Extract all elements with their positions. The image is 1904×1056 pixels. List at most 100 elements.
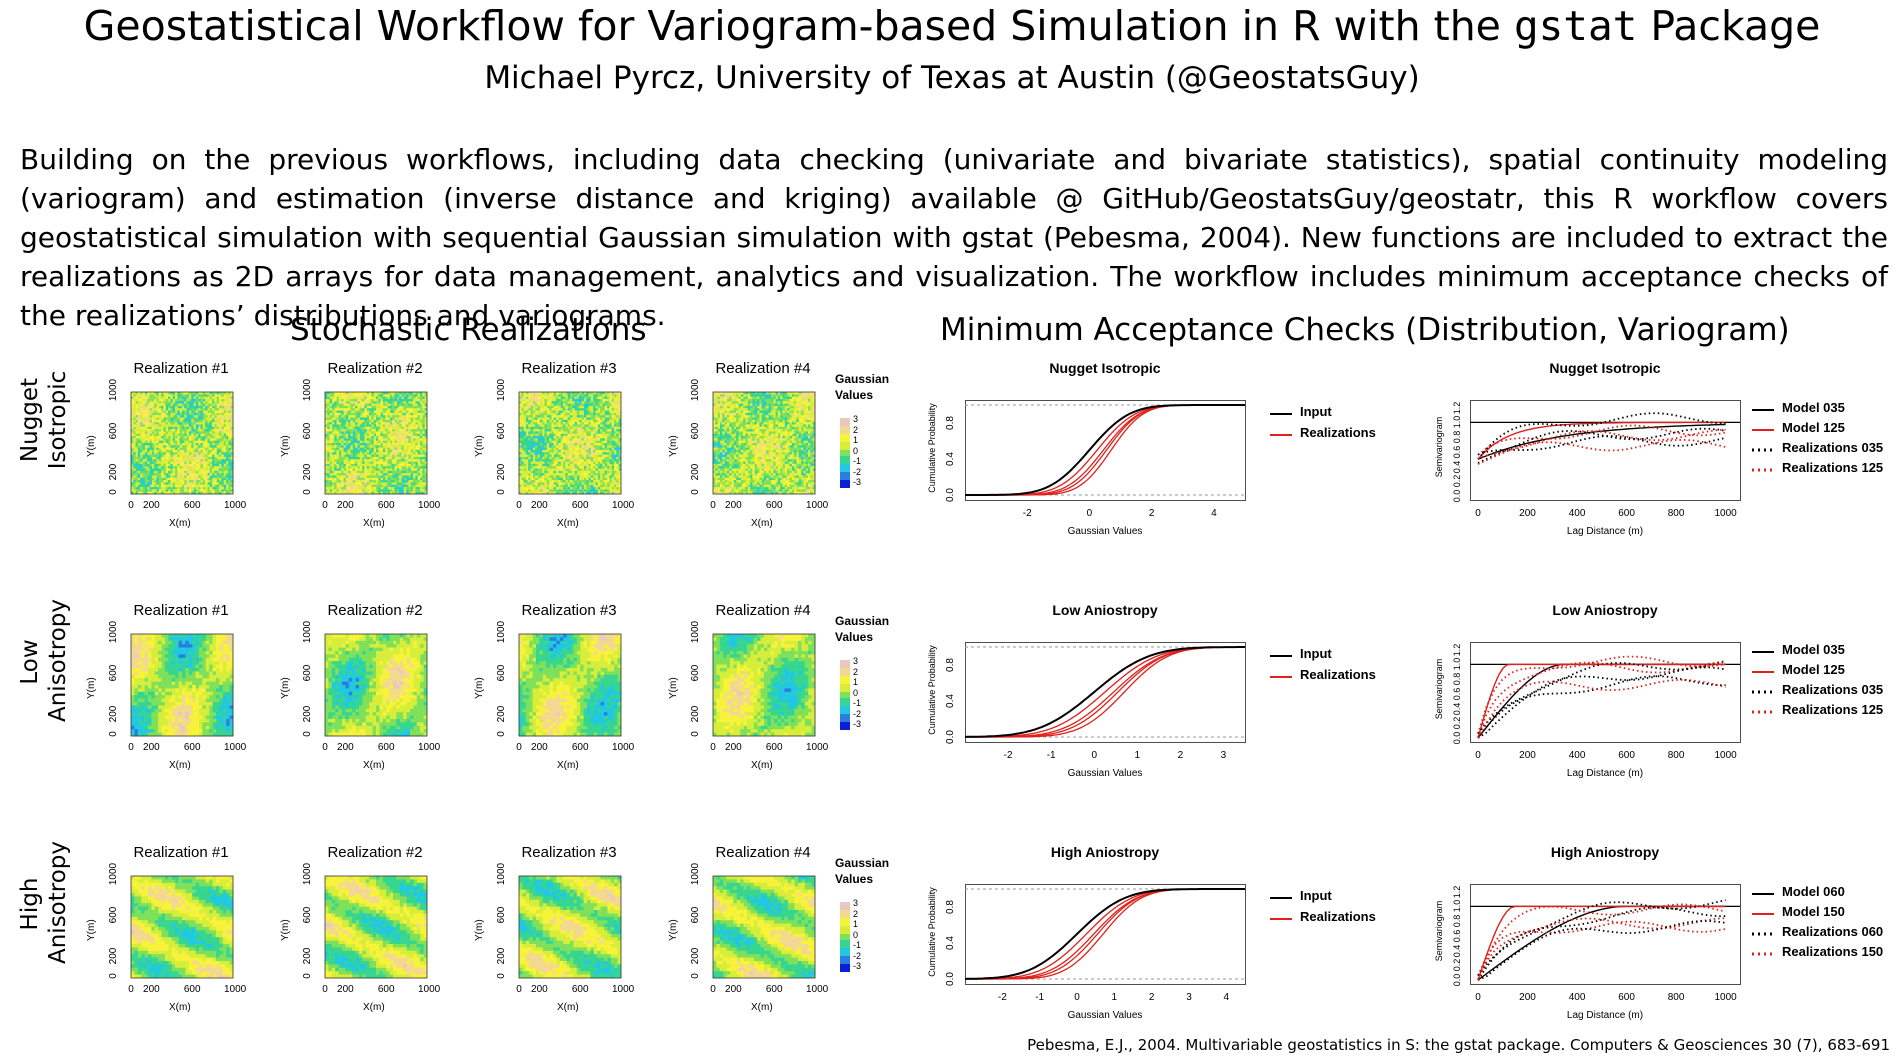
vario-model-1 (1477, 423, 1726, 460)
colorbar-tick: 3 (853, 656, 859, 666)
map-x-label: X(m) (169, 760, 191, 771)
map-x-tick: 1000 (806, 500, 829, 511)
colorbar-tick: -1 (853, 456, 862, 466)
realization-map (712, 633, 816, 737)
vario-chart-title: Nugget Isotropic (1549, 360, 1661, 376)
colorbar-tick: 0 (853, 687, 859, 698)
map-y-tick: 1000 (108, 378, 119, 402)
realization-raster (131, 392, 234, 495)
realization-title: Realization #4 (715, 844, 811, 861)
map-y-tick: 1000 (496, 620, 507, 644)
map-x-tick: 1000 (612, 984, 635, 995)
realization-title: Realization #4 (715, 360, 811, 377)
map-y-tick: 600 (108, 664, 119, 682)
cdf-input-line (965, 404, 1245, 496)
vario-y-tick: 1.2 (1452, 401, 1462, 414)
map-x-tick: 0 (710, 742, 716, 753)
vario-x-tick: 1000 (1714, 992, 1737, 1003)
variogram-chart (1470, 642, 1741, 743)
map-y-tick: 200 (302, 705, 313, 722)
cdf-input-line (965, 646, 1245, 738)
vario-x-tick: 1000 (1714, 508, 1737, 519)
colorbar-tick: -2 (853, 950, 862, 961)
vario-y-label: Semivariogram (1434, 900, 1444, 962)
map-x-tick: 600 (571, 742, 589, 753)
vario-legend-swatch (1752, 690, 1774, 694)
map-x-tick: 200 (531, 984, 548, 995)
realization-raster (325, 876, 428, 979)
checks-heading: Minimum Acceptance Checks (Distribution,… (940, 312, 1790, 348)
cdf-realization-line (965, 404, 1245, 496)
cdf-x-tick: -2 (997, 992, 1007, 1003)
legend-input-swatch (1270, 413, 1292, 415)
colorbar-tick: 1 (853, 677, 859, 687)
cdf-realization-line (965, 404, 1245, 496)
legend-realizations-swatch (1270, 918, 1292, 920)
colorbar-tick: 2 (853, 666, 859, 677)
cdf-x-label: Gaussian Values (1067, 526, 1143, 537)
map-frame (130, 875, 234, 979)
vario-chart-title: Low Aniostropy (1552, 602, 1658, 618)
map-y-tick: 1000 (302, 862, 313, 886)
map-y-tick: 600 (302, 906, 313, 924)
vario-legend-entry: Model 035 (1782, 642, 1845, 657)
map-x-label: X(m) (363, 760, 385, 771)
cdf-y-label: Cumulative Probability (927, 645, 937, 735)
colorbar-title-1: Gaussian (835, 372, 890, 386)
map-x-label: X(m) (363, 1002, 385, 1013)
map-x-tick: 0 (710, 500, 716, 511)
vario-x-tick: 400 (1568, 750, 1586, 761)
vario-legend-entry: Model 035 (1782, 400, 1845, 415)
cdf-realization-line (965, 888, 1245, 980)
row-label-line1: Low (17, 639, 43, 685)
realization-title: Realization #1 (133, 602, 229, 619)
vario-legend-swatch (1752, 409, 1774, 411)
vario-legend-entry: Model 060 (1782, 884, 1845, 899)
cdf-y-tick: 0.4 (945, 694, 956, 708)
map-x-tick: 1000 (418, 742, 441, 753)
realization-map (130, 633, 234, 737)
realization-title: Realization #1 (133, 360, 229, 377)
vario-legend-swatch (1752, 952, 1774, 956)
cdf-x-tick: 2 (1148, 992, 1155, 1003)
cdf-realization-line (965, 888, 1245, 980)
reference-footnote: Pebesma, E.J., 2004. Multivariable geost… (1027, 1036, 1890, 1054)
map-frame (518, 391, 622, 495)
cdf-chart-title: High Aniostropy (1050, 844, 1160, 860)
map-frame (324, 875, 428, 979)
vario-model-1 (1477, 905, 1726, 981)
vario-realization-line (1477, 899, 1726, 976)
vario-legend-entry: Realizations 035 (1782, 440, 1884, 455)
realization-map (518, 875, 622, 979)
cdf-x-tick: 0 (1086, 508, 1093, 519)
map-x-tick: 0 (128, 742, 134, 753)
map-y-tick: 200 (108, 705, 119, 722)
cdf-y-tick: 0.0 (945, 972, 956, 986)
vario-x-tick: 600 (1618, 992, 1635, 1003)
vario-x-tick: 400 (1568, 992, 1586, 1003)
vario-realization-line (1477, 903, 1726, 981)
title-text: Geostatistical Workflow for Variogram-ba… (83, 2, 1514, 50)
map-x-tick: 200 (531, 742, 548, 753)
vario-legend-entry: Realizations 125 (1782, 460, 1884, 475)
vario-realization-line (1477, 655, 1726, 734)
cdf-x-label: Gaussian Values (1067, 768, 1143, 779)
map-y-tick: 200 (302, 947, 313, 964)
legend-input-swatch (1270, 897, 1292, 899)
map-x-tick: 0 (128, 984, 134, 995)
map-y-tick: 1000 (690, 620, 701, 644)
colorbar (840, 660, 850, 730)
realization-title: Realization #2 (327, 844, 423, 861)
map-x-tick: 600 (571, 984, 589, 995)
cdf-realization-line (965, 888, 1245, 980)
map-x-tick: 200 (143, 500, 160, 511)
cdf-x-tick: 4 (1211, 508, 1217, 519)
cdf-y-tick: 0.8 (945, 900, 956, 914)
map-x-tick: 200 (337, 742, 354, 753)
realization-map (324, 875, 428, 979)
colorbar-tick: 2 (853, 908, 859, 919)
cdf-y-tick: 0.4 (945, 936, 956, 950)
vario-legend-entry: Model 150 (1782, 904, 1845, 919)
map-x-tick: 0 (128, 500, 134, 511)
cdf-legend-entry: Realizations (1300, 667, 1376, 682)
